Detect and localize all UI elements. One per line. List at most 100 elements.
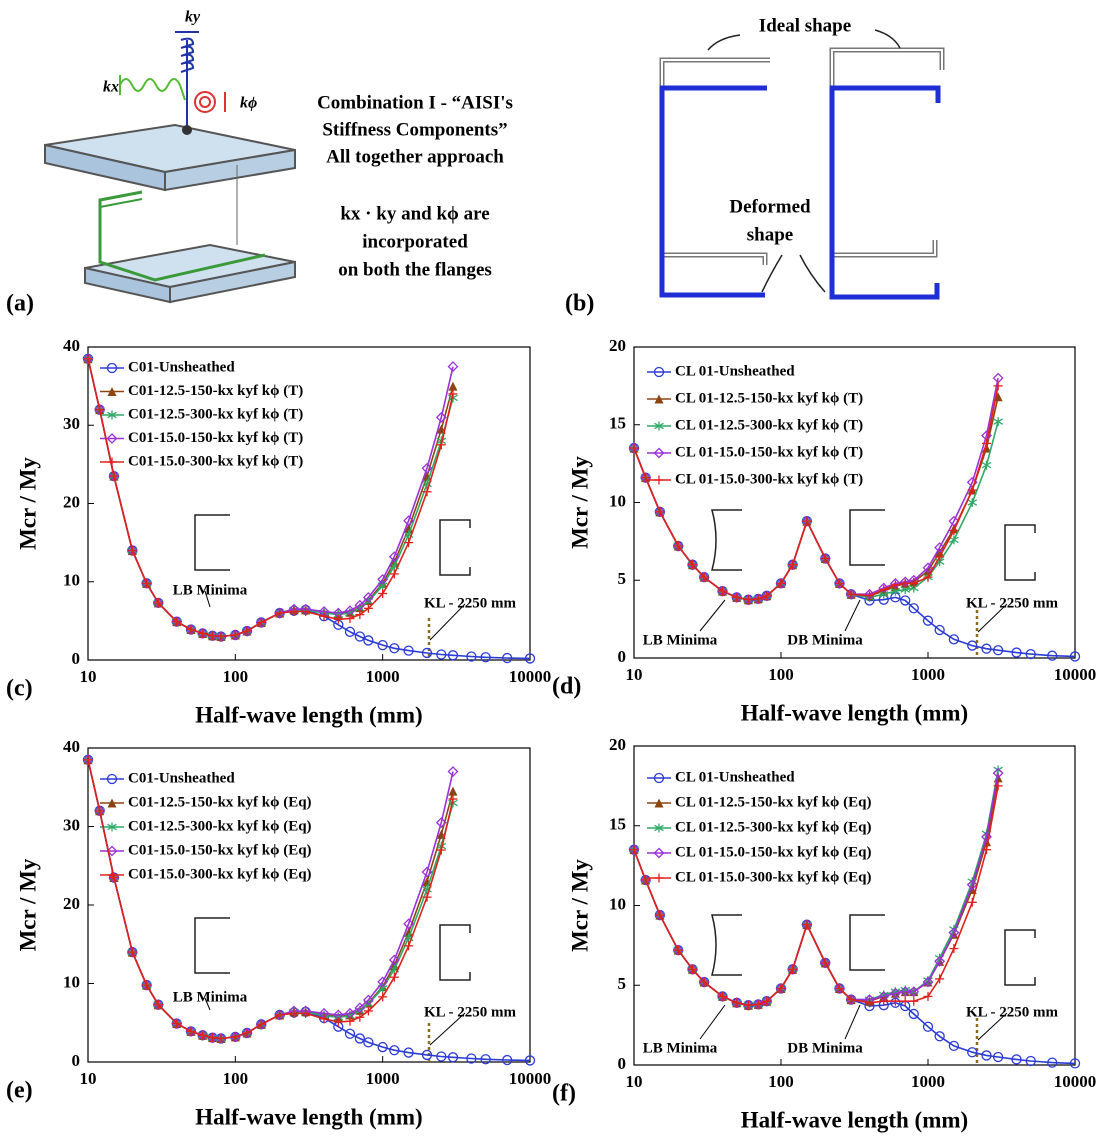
- marker: [1069, 1058, 1081, 1069]
- marker-shape: [354, 631, 365, 642]
- legend-label: C01-12.5-150-kx kyf kϕ (T): [128, 383, 303, 399]
- marker-shape: [388, 954, 400, 966]
- marker: [172, 617, 182, 627]
- legend-label: C01-Unsheathed: [128, 770, 235, 786]
- legend-label: CL 01-15.0-300-kx kyf kϕ (T): [675, 471, 863, 487]
- marker: [776, 578, 786, 588]
- marker: [981, 643, 992, 654]
- marker: [436, 1051, 447, 1062]
- y-tick-label: 40: [63, 737, 80, 756]
- legend-label: C01-15.0-300-kx kyf kϕ (Eq): [128, 866, 312, 882]
- marker: [934, 542, 946, 554]
- marker-shape: [107, 823, 117, 831]
- marker-shape: [524, 1055, 536, 1066]
- section-icon: [194, 917, 230, 974]
- marker: [377, 639, 388, 651]
- annotation-arrow: [699, 1004, 726, 1040]
- y-tick-label: 20: [63, 894, 80, 913]
- section-icon: [1004, 524, 1036, 581]
- marker: [107, 798, 117, 808]
- marker-shape: [502, 1054, 513, 1066]
- marker-shape: [421, 462, 433, 474]
- marker: [403, 645, 414, 656]
- marker: [732, 998, 742, 1008]
- annotation-arrow: [699, 599, 726, 632]
- marker: [354, 631, 365, 642]
- marker: [447, 361, 459, 372]
- legend-label: CL 01-12.5-150-kx kyf kϕ (Eq): [675, 794, 871, 810]
- x-tick-label: 10: [626, 1072, 643, 1091]
- x-tick-label: 10000: [509, 667, 552, 686]
- marker-shape: [403, 1047, 414, 1058]
- y-tick-label: 15: [609, 414, 626, 433]
- marker: [923, 572, 933, 582]
- marker-shape: [1047, 650, 1058, 661]
- marker: [216, 1033, 226, 1043]
- marker: [421, 647, 433, 659]
- marker-shape: [966, 879, 978, 891]
- marker-shape: [653, 366, 665, 378]
- marker: [653, 847, 665, 859]
- section-icon: [1004, 929, 1036, 986]
- marker: [289, 606, 299, 616]
- marker: [363, 1037, 374, 1048]
- legend-label: CL 01-12.5-300-kx kyf kϕ (Eq): [675, 819, 871, 835]
- marker-shape: [421, 866, 433, 878]
- marker-shape: [922, 976, 934, 988]
- marker: [967, 640, 978, 651]
- marker: [106, 773, 118, 785]
- y-tick-label: 30: [63, 815, 80, 834]
- marker: [404, 538, 414, 548]
- marker: [629, 443, 639, 453]
- marker: [922, 562, 934, 574]
- marker: [900, 595, 911, 606]
- marker-shape: [934, 955, 946, 967]
- marker: [718, 586, 728, 596]
- marker: [362, 591, 374, 603]
- marker-shape: [344, 626, 356, 637]
- marker: [230, 630, 240, 640]
- marker: [95, 806, 105, 816]
- marker: [448, 794, 458, 804]
- marker: [935, 974, 945, 984]
- marker-shape: [363, 1037, 374, 1048]
- marker: [753, 999, 763, 1009]
- annotation: DB Minima: [787, 632, 863, 648]
- section-icon: [439, 519, 471, 576]
- marker: [345, 1016, 355, 1026]
- marker-shape: [908, 1008, 919, 1020]
- marker-shape: [421, 647, 433, 659]
- x-tick-label: 10000: [1054, 665, 1097, 684]
- legend-label: C01-12.5-300-kx kyf kϕ (Eq): [128, 818, 312, 834]
- series-line: [633, 385, 999, 601]
- marker: [198, 628, 208, 638]
- y-tick-label: 0: [618, 1054, 627, 1073]
- marker-shape: [992, 645, 1004, 656]
- annotation: LB Minima: [173, 989, 248, 1005]
- marker: [436, 649, 447, 660]
- marker-shape: [354, 1002, 366, 1014]
- marker-shape: [949, 536, 959, 544]
- x-tick-label: 100: [223, 667, 249, 686]
- x-axis-label: Half-wave length (mm): [741, 1107, 968, 1132]
- marker: [699, 572, 709, 582]
- marker: [753, 594, 763, 604]
- marker-shape: [344, 1028, 356, 1039]
- marker: [186, 1026, 196, 1036]
- legend-label: CL 01-15.0-150-kx kyf kϕ (T): [675, 444, 863, 460]
- y-tick-label: 0: [618, 647, 627, 666]
- marker-shape: [435, 817, 447, 828]
- marker: [355, 1012, 365, 1022]
- marker-shape: [377, 573, 389, 585]
- deformed-label: Deformed: [729, 196, 811, 217]
- caption-line: Combination I - “AISI's: [317, 92, 513, 113]
- marker: [524, 1055, 536, 1066]
- marker: [435, 412, 447, 423]
- legend-label: CL 01-Unsheathed: [675, 769, 795, 785]
- marker: [354, 1033, 365, 1044]
- marker: [949, 944, 959, 954]
- marker: [436, 845, 446, 855]
- marker-shape: [908, 603, 919, 614]
- marker: [172, 1019, 182, 1029]
- marker: [363, 603, 373, 613]
